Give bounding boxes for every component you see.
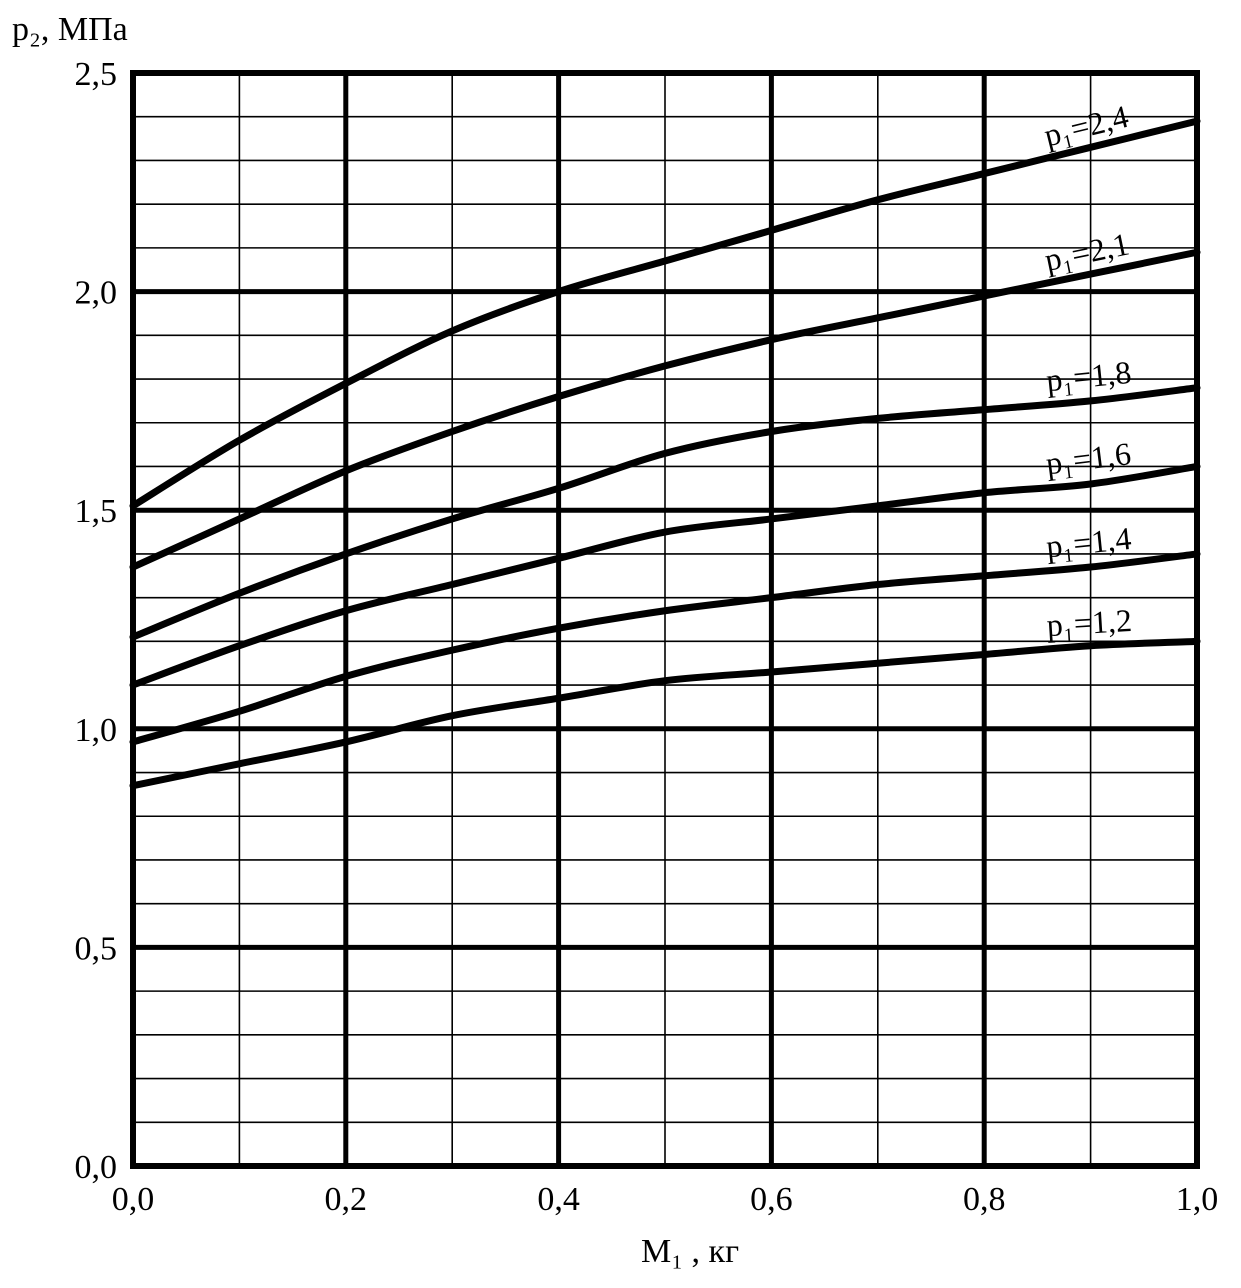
x-tick-label: 0,2	[325, 1181, 368, 1218]
y-axis-title: p₂, МПа	[12, 11, 128, 48]
series-line	[129, 384, 1201, 641]
x-tick-label: 0,0	[112, 1181, 155, 1218]
y-tick-label: 2,5	[75, 56, 118, 93]
y-tick-label: 1,5	[75, 493, 118, 530]
series-label: p₁=1,2	[1046, 602, 1133, 643]
tick-labels: 0,0 0,2 0,4 0,6 0,8 1,0 0,0 0,5 1,0 1,5 2,0 2,5	[75, 56, 1219, 1218]
y-tick-label: 0,0	[75, 1149, 118, 1186]
plot-frame	[130, 70, 1200, 1169]
x-tick-label: 0,6	[750, 1181, 793, 1218]
x-tick-label: 0,8	[963, 1181, 1006, 1218]
x-tick-label: 1,0	[1176, 1181, 1219, 1218]
minor-grid	[132, 72, 1198, 1167]
series-line	[129, 117, 1201, 510]
y-tick-label: 0,5	[75, 930, 118, 967]
series-line	[129, 637, 1201, 790]
series-label: p₁=1,6	[1044, 435, 1133, 481]
series-label: p₁=1,4	[1044, 520, 1132, 565]
series-line	[129, 462, 1201, 689]
series-label: p₁=1,8	[1044, 354, 1132, 399]
series-lines	[129, 117, 1201, 790]
series-line	[129, 248, 1201, 571]
y-tick-label: 1,0	[75, 712, 118, 749]
y-tick-label: 2,0	[75, 275, 118, 312]
major-grid	[130, 70, 1200, 1169]
x-tick-label: 0,4	[537, 1181, 580, 1218]
x-axis-title: М₁ , кг	[641, 1233, 739, 1270]
series-line	[129, 550, 1201, 746]
